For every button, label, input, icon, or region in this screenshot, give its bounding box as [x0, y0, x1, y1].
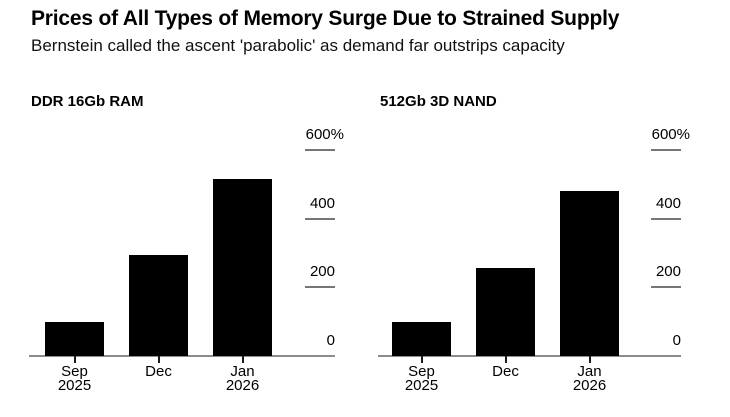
- y-axis-tick-line: [651, 218, 681, 220]
- figure-subtitle: Bernstein called the ascent 'parabolic' …: [31, 36, 565, 55]
- y-axis-tick-line: [305, 218, 335, 220]
- x-axis-label: Sep 2025: [57, 363, 92, 394]
- x-axis-label: Jan 2026: [572, 363, 607, 394]
- y-axis-label: 600%: [651, 126, 690, 143]
- x-axis-line: [29, 355, 335, 357]
- y-axis-label: 0: [672, 332, 681, 349]
- x-axis-tick: [73, 356, 76, 363]
- figure-title: Prices of All Types of Memory Surge Due …: [31, 7, 620, 30]
- x-axis-tick: [504, 356, 507, 363]
- y-axis-tick-line: [651, 149, 681, 151]
- x-axis-label: Dec: [492, 363, 519, 380]
- x-axis-line: [378, 355, 681, 357]
- y-axis-label: 400: [309, 195, 335, 212]
- panel-title: 512Gb 3D NAND: [380, 93, 497, 110]
- bar-jan-2026: [560, 191, 619, 356]
- y-axis-label: 600%: [305, 126, 344, 143]
- x-axis-label: Dec: [145, 363, 172, 380]
- y-axis-tick-line: [651, 286, 681, 288]
- bar-dec: [476, 268, 535, 356]
- x-axis-label: Jan 2026: [225, 363, 260, 394]
- y-axis-label: 400: [655, 195, 681, 212]
- x-axis-tick: [241, 356, 244, 363]
- y-axis-tick-line: [305, 149, 335, 151]
- panel-512gb-3d-nand: 512Gb 3D NAND 600% 400 200 0 Sep 2025 Dec Jan 20…: [378, 93, 690, 396]
- bar-sep-2025: [392, 322, 451, 356]
- x-axis-tick: [157, 356, 160, 363]
- bar-dec: [129, 255, 188, 356]
- bar-sep-2025: [45, 322, 104, 356]
- panel-ddr-16gb-ram: DDR 16Gb RAM 600% 400 200 0 Sep 2025 Dec Jan 202…: [29, 93, 344, 396]
- panel-title: DDR 16Gb RAM: [31, 93, 144, 110]
- y-axis-tick-line: [305, 286, 335, 288]
- x-axis-tick: [588, 356, 591, 363]
- plot-area: 600% 400 200 0 Sep 2025 Dec Jan 2026: [29, 120, 344, 392]
- plot-area: 600% 400 200 0 Sep 2025 Dec Jan 2026: [378, 120, 690, 392]
- y-axis-label: 0: [326, 332, 335, 349]
- bar-jan-2026: [213, 179, 272, 356]
- x-axis-label: Sep 2025: [404, 363, 439, 394]
- y-axis-label: 200: [655, 263, 681, 280]
- y-axis-label: 200: [309, 263, 335, 280]
- x-axis-tick: [420, 356, 423, 363]
